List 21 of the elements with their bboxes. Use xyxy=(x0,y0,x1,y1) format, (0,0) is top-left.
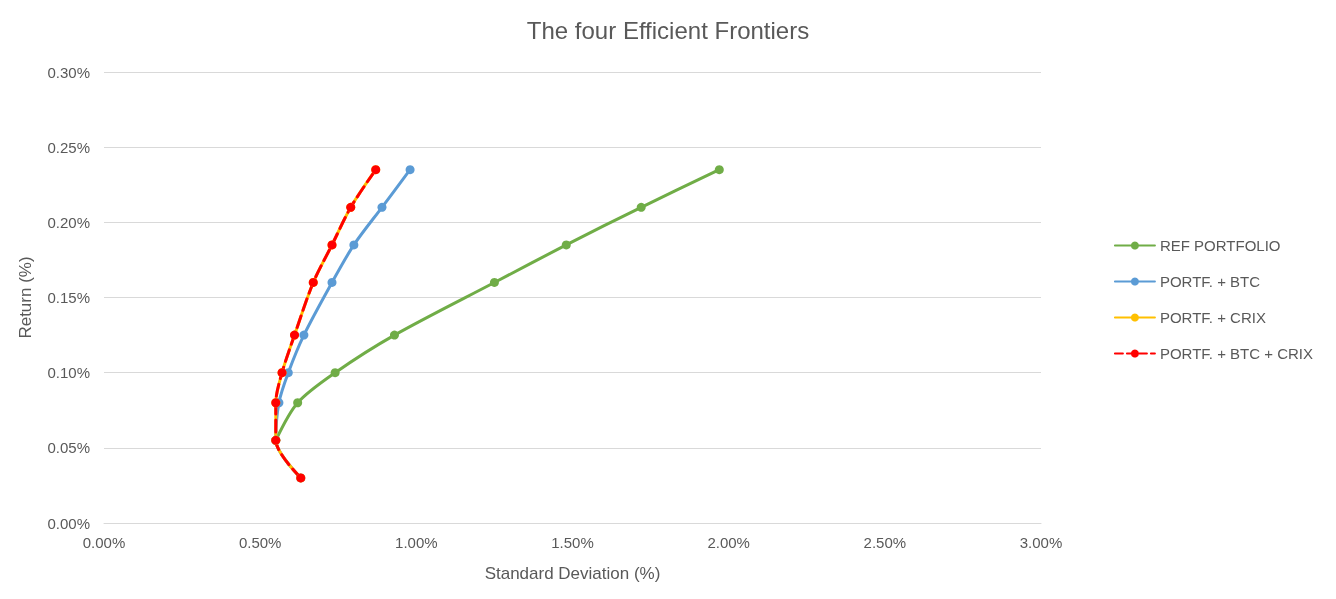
y-tick-label: 0.15% xyxy=(47,289,90,306)
x-tick-label: 0.50% xyxy=(238,534,282,551)
y-tick-label: 0.20% xyxy=(47,213,90,231)
x-tick-label: 1.00% xyxy=(395,534,438,551)
y-tick-label: 0.30% xyxy=(47,63,90,81)
x-tick-label: 2.50% xyxy=(863,534,907,551)
legend-label: PORTF. + BTC + CRIX xyxy=(1159,345,1313,362)
legend-label: PORTF. + BTC xyxy=(1159,273,1261,290)
y-axis-title: Return (%) xyxy=(16,256,35,339)
y-tick-label: 0.00% xyxy=(47,514,90,532)
legend-label: PORTF. + CRIX xyxy=(1159,309,1266,326)
y-tick-label: 0.05% xyxy=(47,439,90,457)
chart-title: The four Efficient Frontiers xyxy=(526,16,810,44)
x-tick-label: 2.00% xyxy=(707,534,750,551)
x-axis-title: Standard Deviation (%) xyxy=(484,564,661,583)
x-tick-label: 3.00% xyxy=(1019,534,1063,551)
x-tick-label: 1.50% xyxy=(551,534,594,551)
y-tick-label: 0.25% xyxy=(47,138,90,156)
y-tick-label: 0.10% xyxy=(47,364,90,382)
x-tick-label: 0.00% xyxy=(82,534,126,551)
legend-label: REF PORTFOLIO xyxy=(1159,237,1281,254)
